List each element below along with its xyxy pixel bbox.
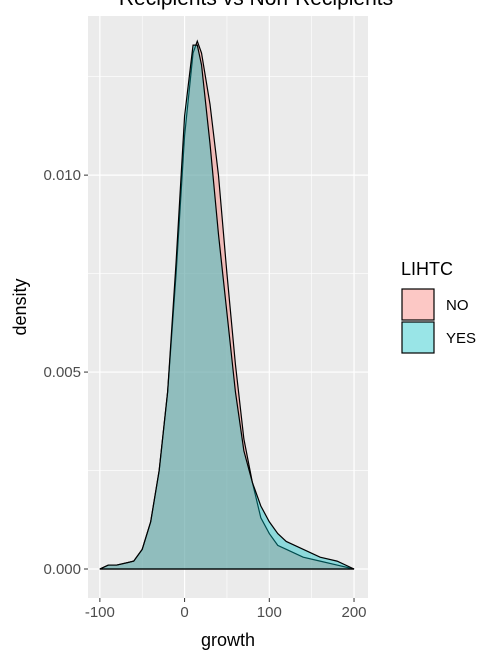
panel: [88, 16, 368, 598]
y-tick-label: 0.005: [43, 364, 81, 381]
chart-title: Recipients vs Non-Recipients: [119, 0, 393, 10]
x-tick-label: 0: [180, 604, 188, 621]
y-tick-label: 0.010: [43, 167, 81, 184]
legend-label: NO: [446, 297, 469, 314]
legend-label: YES: [446, 330, 476, 347]
legend-key: [401, 288, 435, 321]
y-axis-label: density: [10, 278, 30, 335]
x-tick-label: 100: [257, 604, 282, 621]
legend-title: LIHTC: [401, 259, 453, 279]
legend-key: [401, 321, 435, 354]
y-tick-label: 0.000: [43, 561, 81, 578]
x-tick-label: 200: [342, 604, 367, 621]
x-axis-label: growth: [201, 630, 255, 650]
x-tick-label: -100: [85, 604, 115, 621]
density-area: [99, 44, 355, 570]
